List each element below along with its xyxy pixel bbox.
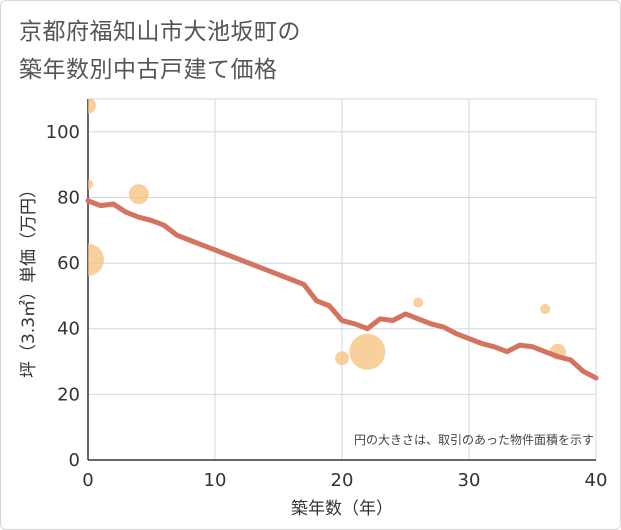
trend-line — [85, 198, 599, 381]
bubble-point — [88, 243, 104, 276]
x-tick-label: 20 — [331, 470, 354, 491]
chart-title: 京都府福知山市大池坂町の 築年数別中古戸建て価格 — [19, 13, 301, 89]
bubble-point — [540, 304, 551, 315]
x-tick-label: 0 — [82, 470, 93, 491]
y-tick-label: 60 — [57, 253, 80, 274]
y-tick-label: 80 — [57, 187, 80, 208]
bubble-point — [349, 333, 386, 370]
title-line-1: 京都府福知山市大池坂町の — [19, 19, 301, 45]
bubble-point — [128, 184, 149, 205]
size-note: 円の大きさは、取引のあった物件面積を示す — [354, 432, 594, 447]
bubble-group — [88, 99, 566, 370]
bubble-point — [88, 99, 96, 114]
y-tick-label: 0 — [69, 450, 80, 471]
x-tick-label: 30 — [458, 470, 481, 491]
y-axis-label: 坪（3.3㎡）単価（万円） — [19, 181, 39, 378]
x-tick-label: 10 — [204, 470, 227, 491]
y-tick-label: 100 — [46, 122, 80, 143]
bubble-point — [335, 351, 349, 366]
x-tick-label: 40 — [585, 470, 608, 491]
y-tick-label: 20 — [57, 384, 80, 405]
x-axis-label: 築年数（年） — [291, 499, 393, 519]
title-line-2: 築年数別中古戸建て価格 — [19, 57, 278, 83]
y-tick-label: 40 — [57, 319, 80, 340]
bubble-point — [88, 179, 93, 190]
bubble-point — [413, 297, 424, 308]
